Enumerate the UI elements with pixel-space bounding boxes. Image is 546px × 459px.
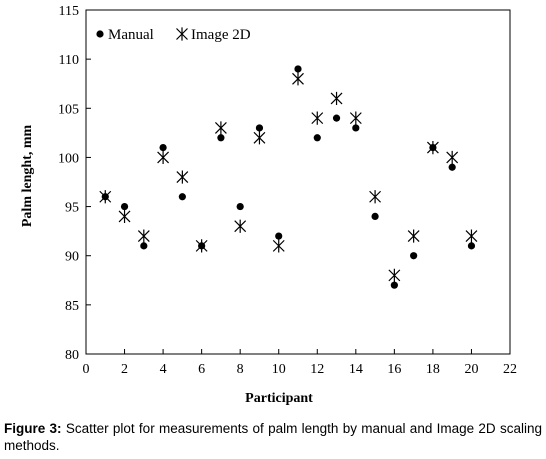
image2d-point bbox=[137, 229, 150, 243]
x-tick-label: 8 bbox=[237, 362, 244, 377]
manual-point bbox=[467, 242, 476, 250]
y-tick-label: 95 bbox=[65, 201, 79, 216]
manual-point bbox=[313, 134, 321, 142]
manual-point bbox=[255, 124, 264, 132]
scatter-chart: 80 85 90 95 100 105 110 115 0 2 4 6 8 10 12 14 16 18 20 22… bbox=[20, 4, 518, 406]
caption-text: Scatter plot for measurements of palm le… bbox=[4, 421, 542, 453]
image2d-point bbox=[407, 229, 420, 243]
image2d-point bbox=[214, 121, 227, 135]
image2d-point bbox=[292, 72, 304, 86]
manual-point bbox=[101, 193, 109, 201]
manual-point bbox=[198, 242, 206, 250]
image2d-point bbox=[253, 131, 266, 145]
x-tick-label: 2 bbox=[121, 362, 128, 377]
image2d-point bbox=[157, 150, 170, 165]
y-axis-title: Palm lenght, mm bbox=[20, 125, 35, 228]
y-tick-label: 85 bbox=[65, 299, 79, 314]
figure-caption: Figure 3: Scatter plot for measurements … bbox=[4, 420, 542, 454]
x-tick-label: 22 bbox=[503, 362, 517, 377]
manual-point bbox=[429, 144, 437, 152]
image2d-point bbox=[446, 150, 459, 165]
caption-label: Figure 3: bbox=[4, 421, 62, 436]
x-tick-label: 4 bbox=[160, 362, 167, 377]
image2d-point bbox=[388, 268, 401, 282]
x-tick-label: 12 bbox=[310, 362, 324, 377]
manual-point bbox=[236, 202, 244, 211]
y-tick-label: 110 bbox=[59, 53, 79, 68]
legend-image2d-label: Image 2D bbox=[191, 27, 251, 43]
x-tick-label: 16 bbox=[387, 362, 401, 377]
image2d-point bbox=[311, 111, 324, 125]
legend-manual-label: Manual bbox=[108, 27, 154, 43]
axes bbox=[85, 9, 511, 355]
image2d-point bbox=[330, 91, 343, 106]
image2d-point bbox=[176, 170, 189, 184]
image2d-point bbox=[272, 239, 285, 253]
manual-point bbox=[332, 114, 341, 122]
y-tick-label: 105 bbox=[58, 102, 79, 117]
x-tick-label: 18 bbox=[426, 362, 440, 377]
y-tick-label: 100 bbox=[58, 151, 79, 166]
manual-point bbox=[140, 242, 148, 250]
manual-point bbox=[352, 124, 360, 132]
x-tick-labels: 0 2 4 6 8 10 12 14 16 18 20 22 bbox=[83, 362, 518, 377]
x-tick-label: 0 bbox=[83, 362, 90, 377]
x-tick-label: 14 bbox=[349, 362, 363, 377]
x-tick-label: 6 bbox=[198, 362, 205, 377]
image2d-point bbox=[234, 219, 247, 233]
manual-point bbox=[294, 65, 302, 73]
manual-point bbox=[371, 212, 379, 220]
manual-point bbox=[217, 134, 225, 142]
y-tick-label: 80 bbox=[65, 348, 79, 363]
manual-point bbox=[410, 252, 418, 260]
plot-frame bbox=[85, 9, 511, 355]
image2d-point bbox=[465, 229, 478, 243]
legend-image2d-marker bbox=[176, 27, 188, 41]
image2d-point bbox=[349, 111, 362, 125]
legend: Manual Image 2D bbox=[96, 27, 251, 43]
x-tick-label: 10 bbox=[272, 362, 286, 377]
manual-point bbox=[120, 202, 129, 211]
image2d-point bbox=[369, 190, 382, 204]
y-tick-label: 90 bbox=[65, 250, 79, 265]
manual-point bbox=[159, 144, 167, 152]
data-points bbox=[99, 65, 478, 289]
x-tick-label: 20 bbox=[464, 362, 478, 377]
legend-manual-marker bbox=[96, 30, 104, 38]
manual-point bbox=[390, 281, 398, 289]
x-axis-title: Participant bbox=[245, 391, 313, 406]
y-tick-labels: 80 85 90 95 100 105 110 115 bbox=[58, 4, 79, 363]
manual-point bbox=[448, 163, 456, 171]
y-tick-label: 115 bbox=[59, 4, 79, 19]
image2d-point bbox=[118, 209, 131, 223]
manual-point bbox=[275, 232, 283, 240]
manual-point bbox=[178, 193, 186, 201]
